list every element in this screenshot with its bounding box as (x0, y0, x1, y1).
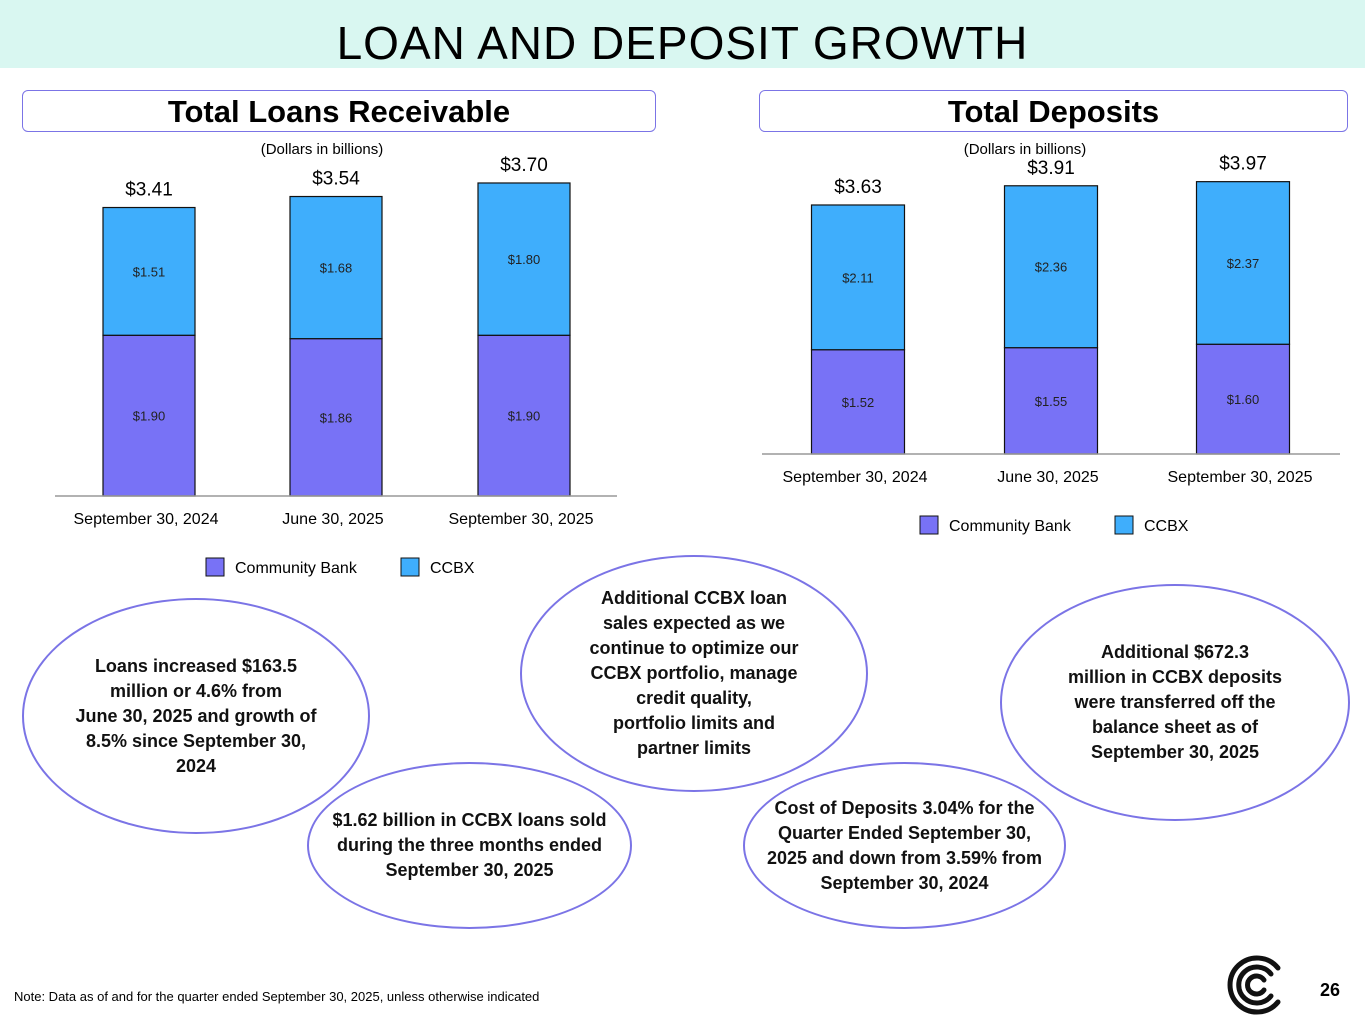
callout-additional-sales-text: Additional CCBX loan sales expected as w… (589, 588, 799, 758)
page-number: 26 (1320, 980, 1341, 1000)
callout-deposits-transferred-text: Additional $672.3 million in CCBX deposi… (1067, 642, 1282, 762)
loans-bar-label-1-0: $1.51 (133, 264, 166, 279)
loans-legend-swatch-0 (205, 557, 225, 577)
deposits-subtitle: (Dollars in billions) (964, 141, 1087, 158)
deposits-bar-label-0-1: $1.55 (1035, 394, 1068, 409)
deposits-bar-label-1-1: $2.36 (1035, 260, 1068, 275)
callout-additional-sales: Additional CCBX loan sales expected as w… (520, 555, 868, 792)
loans-subtitle: (Dollars in billions) (261, 141, 384, 158)
deposits-bar-ccbx-1 (1003, 185, 1099, 349)
page-title: LOAN AND DEPOSIT GROWTH (336, 17, 1029, 69)
loans-bar-label-0-0: $1.90 (133, 409, 166, 424)
deposits-legend-label-1: CCBX (1144, 518, 1189, 535)
deposits-legend-swatch-0 (919, 515, 939, 535)
deposits-bar-label-1-0: $2.11 (842, 270, 874, 285)
loans-legend-swatch-1 (400, 557, 420, 577)
deposits-bar-ccbx-0 (810, 204, 906, 351)
deposits-bar-ccbx-2 (1195, 181, 1291, 345)
callout-cost-of-deposits-text: Cost of Deposits 3.04% for the Quarter E… (766, 797, 1043, 893)
deposits-total-label-2: $3.97 (1219, 154, 1267, 175)
title-banner: LOAN AND DEPOSIT GROWTH (0, 0, 1365, 69)
deposits-panel-title: Total Deposits (759, 90, 1348, 132)
deposits-category-label-1: June 30, 2025 (997, 469, 1099, 486)
loans-bar-label-0-1: $1.86 (320, 410, 353, 425)
deposits-bar-community-bank-0 (810, 349, 906, 455)
deposits-legend-label-0: Community Bank (949, 518, 1072, 535)
loans-total-label-2: $3.70 (500, 155, 548, 176)
deposits-total-label-0: $3.63 (834, 177, 882, 198)
company-logo-icon (1227, 955, 1281, 1015)
callout-loans-increase: Loans increased $163.5 million or 4.6% f… (22, 598, 370, 834)
loans-bar-community-bank-2 (477, 334, 571, 497)
loans-category-label-1: June 30, 2025 (282, 511, 384, 528)
loans-bar-ccbx-0 (102, 206, 196, 336)
loans-total-label-1: $3.54 (312, 169, 360, 190)
loans-panel-title: Total Loans Receivable (22, 90, 656, 132)
deposits-bar-label-0-2: $1.60 (1227, 392, 1260, 407)
callout-loans-increase-text: Loans increased $163.5 million or 4.6% f… (75, 655, 317, 776)
loans-legend-label-0: Community Bank (235, 560, 358, 577)
loans-bar-label-1-2: $1.80 (508, 252, 541, 267)
callout-deposits-transferred: Additional $672.3 million in CCBX deposi… (1000, 584, 1350, 821)
deposits-category-label-0: September 30, 2024 (783, 469, 928, 486)
loans-legend-label-1: CCBX (430, 560, 475, 577)
callout-cost-of-deposits: Cost of Deposits 3.04% for the Quarter E… (743, 762, 1066, 929)
loans-category-label-0: September 30, 2024 (74, 511, 219, 528)
loans-category-label-2: September 30, 2025 (449, 511, 594, 528)
loans-bar-label-1-1: $1.68 (320, 261, 353, 276)
deposits-bar-label-0-0: $1.52 (842, 395, 875, 410)
deposits-total-label-1: $3.91 (1027, 158, 1075, 179)
deposits-bar-community-bank-2 (1195, 343, 1291, 455)
loans-bar-ccbx-2 (477, 182, 571, 336)
loans-bar-ccbx-1 (289, 195, 383, 340)
callout-ccbx-loans-sold: $1.62 billion in CCBX loans sold during … (307, 762, 632, 929)
loans-bar-label-0-2: $1.90 (508, 409, 541, 424)
deposits-category-label-2: September 30, 2025 (1168, 469, 1313, 486)
deposits-bar-label-1-2: $2.37 (1227, 256, 1260, 271)
callout-ccbx-loans-sold-text: $1.62 billion in CCBX loans sold during … (332, 810, 607, 880)
loans-total-label-0: $3.41 (125, 180, 173, 201)
deposits-legend-swatch-1 (1114, 515, 1134, 535)
footnote: Note: Data as of and for the quarter end… (14, 989, 540, 1004)
